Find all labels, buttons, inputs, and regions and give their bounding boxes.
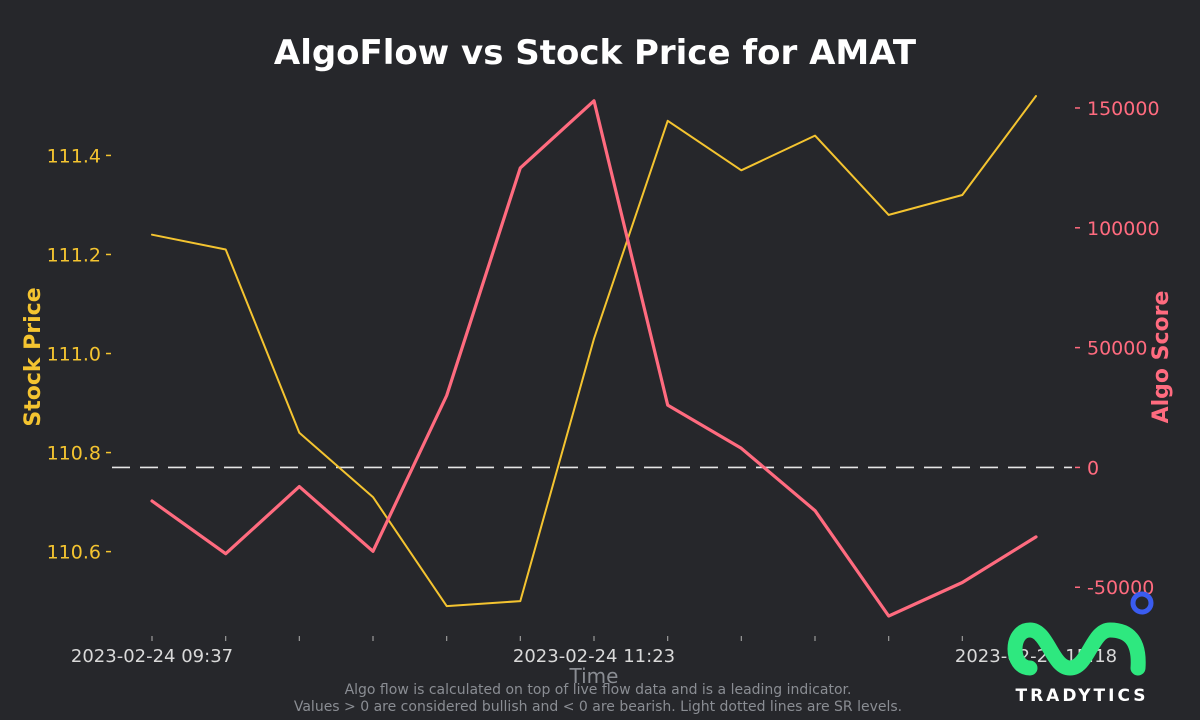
footnote-line-2: Values > 0 are considered bullish and < …: [294, 699, 902, 715]
right-axis-label: Algo Score: [1149, 291, 1174, 424]
x-axis-ticks: 2023-02-24 09:37 2023-02-24 11:23 2023-02-…: [71, 636, 1117, 667]
left-tick-label: 111.4: [47, 145, 101, 167]
left-tick-label: 110.8: [47, 443, 101, 465]
x-tick-label: 2023-02-24 09:37: [71, 646, 233, 667]
right-tick-label: 0: [1087, 457, 1099, 479]
right-tick-label: 100000: [1087, 218, 1160, 240]
x-axis-label: Time: [569, 664, 619, 688]
stock-price-series-line: [151, 95, 1037, 608]
left-tick-label: 111.0: [47, 344, 101, 366]
left-axis-label: Stock Price: [21, 287, 46, 426]
left-axis-ticks: 110.6 110.8 111.0 111.2 111.4: [47, 145, 111, 564]
left-tick-label: 111.2: [47, 244, 101, 266]
brand-name: TRADYTICS: [1016, 686, 1149, 706]
right-tick-label: 150000: [1087, 98, 1160, 120]
chart-title: AlgoFlow vs Stock Price for AMAT: [274, 33, 917, 73]
x-tick-label: 2023-02-24 11:23: [513, 646, 675, 667]
footnote-line-1: Algo flow is calculated on top of live f…: [345, 682, 852, 698]
algo-score-series-line: [150, 99, 1038, 618]
right-tick-label: 50000: [1087, 338, 1147, 360]
series-lines: [150, 95, 1038, 618]
left-tick-label: 110.6: [47, 542, 101, 564]
tradytics-logo-icon: [1007, 591, 1154, 676]
